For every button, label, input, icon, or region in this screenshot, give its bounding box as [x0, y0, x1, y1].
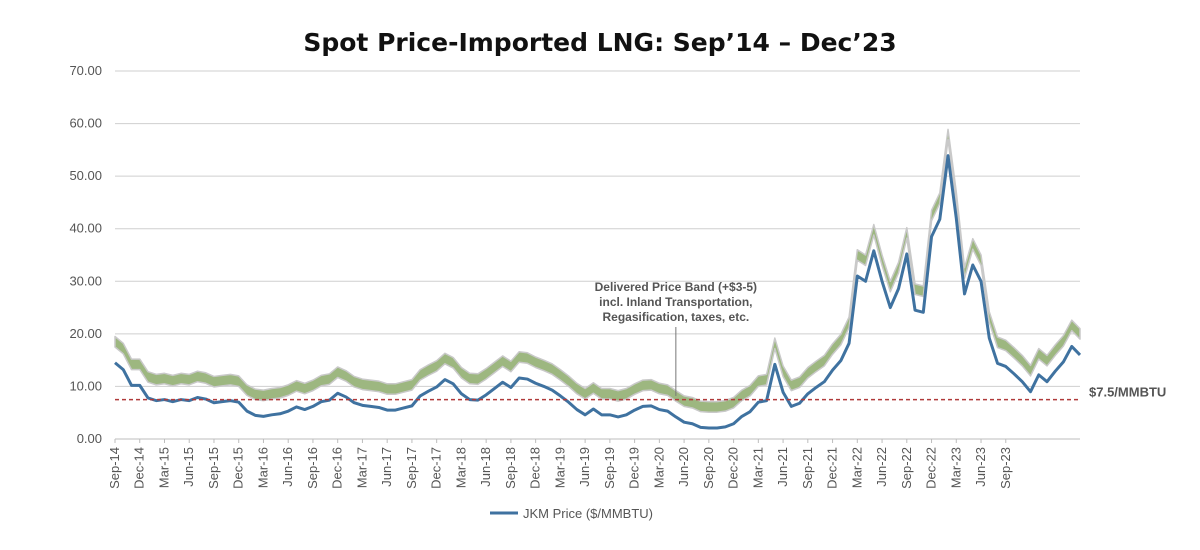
jkm-price-line [114, 154, 1082, 430]
y-tick-label: 0.00 [77, 431, 102, 446]
x-tick-label: Dec-14 [132, 447, 147, 489]
annotation-text: incl. Inland Transportation, [599, 295, 752, 309]
x-tick-label: Jun-22 [874, 447, 889, 487]
x-tick-label: Jun-19 [577, 447, 592, 487]
x-tick-label: Dec-15 [231, 447, 246, 489]
annotation-text: Delivered Price Band (+$3-5) [595, 280, 757, 294]
x-tick-label: Sep-18 [503, 447, 518, 489]
x-tick-label: Sep-20 [701, 447, 716, 489]
x-tick-label: Sep-15 [206, 447, 221, 489]
price-band [114, 128, 1081, 413]
y-tick-label: 20.00 [69, 326, 102, 341]
x-tick-label: Mar-18 [453, 447, 468, 488]
x-tick-label: Dec-20 [726, 447, 741, 489]
annotation-text: Regasification, taxes, etc. [602, 310, 749, 324]
price-band-area [114, 128, 1081, 413]
y-tick-label: 10.00 [69, 378, 102, 393]
chart-title: Spot Price-Imported LNG: Sep’14 – Dec’23 [303, 28, 897, 57]
x-tick-label: Mar-23 [948, 447, 963, 488]
x-tick-label: Mar-15 [156, 447, 171, 488]
x-tick-label: Jun-20 [676, 447, 691, 487]
x-tick-label: Sep-21 [800, 447, 815, 489]
x-tick-label: Dec-22 [924, 447, 939, 489]
annotation-group: Delivered Price Band (+$3-5)incl. Inland… [595, 280, 757, 396]
x-tick-label: Jun-18 [478, 447, 493, 487]
x-tick-label: Dec-21 [825, 447, 840, 489]
x-tick-label: Jun-16 [280, 447, 295, 487]
x-tick-label: Mar-17 [354, 447, 369, 488]
x-axis-ticks: Sep-14 Dec-14 Mar-15 Jun-15 Sep-15 Dec-15 Mar-… [107, 439, 1013, 489]
x-tick-label: Sep-19 [602, 447, 617, 489]
x-tick-label: Mar-21 [750, 447, 765, 488]
x-tick-label: Jun-17 [379, 447, 394, 487]
x-tick-label: Jun-15 [181, 447, 196, 487]
x-tick-label: Dec-16 [330, 447, 345, 489]
y-tick-label: 40.00 [69, 221, 102, 236]
x-tick-label: Jun-23 [973, 447, 988, 487]
y-tick-label: 50.00 [69, 168, 102, 183]
legend-label: JKM Price ($/MMBTU) [523, 506, 653, 521]
x-tick-label: Mar-22 [849, 447, 864, 488]
x-tick-label: Sep-22 [899, 447, 914, 489]
reference-line-group: $7.5/MMBTU [115, 385, 1166, 401]
x-tick-label: Sep-23 [998, 447, 1013, 489]
x-tick-label: Sep-14 [107, 447, 122, 489]
x-tick-label: Mar-16 [255, 447, 270, 488]
x-tick-label: Sep-16 [305, 447, 320, 489]
gridlines [115, 70, 1080, 440]
y-tick-label: 30.00 [69, 273, 102, 288]
x-tick-label: Dec-18 [528, 447, 543, 489]
x-tick-label: Sep-17 [404, 447, 419, 489]
series-lines [114, 154, 1082, 430]
x-tick-label: Dec-17 [429, 447, 444, 489]
y-axis-ticks: 0.00 10.00 20.00 30.00 40.00 50.00 60.00 70.00 [69, 63, 102, 446]
x-tick-label: Jun-21 [775, 447, 790, 487]
legend: JKM Price ($/MMBTU) [490, 506, 653, 521]
x-tick-label: Dec-19 [627, 447, 642, 489]
y-tick-label: 70.00 [69, 63, 102, 78]
x-tick-label: Mar-19 [552, 447, 567, 488]
y-tick-label: 60.00 [69, 116, 102, 131]
reference-line-label: $7.5/MMBTU [1089, 385, 1166, 400]
x-tick-label: Mar-20 [651, 447, 666, 488]
